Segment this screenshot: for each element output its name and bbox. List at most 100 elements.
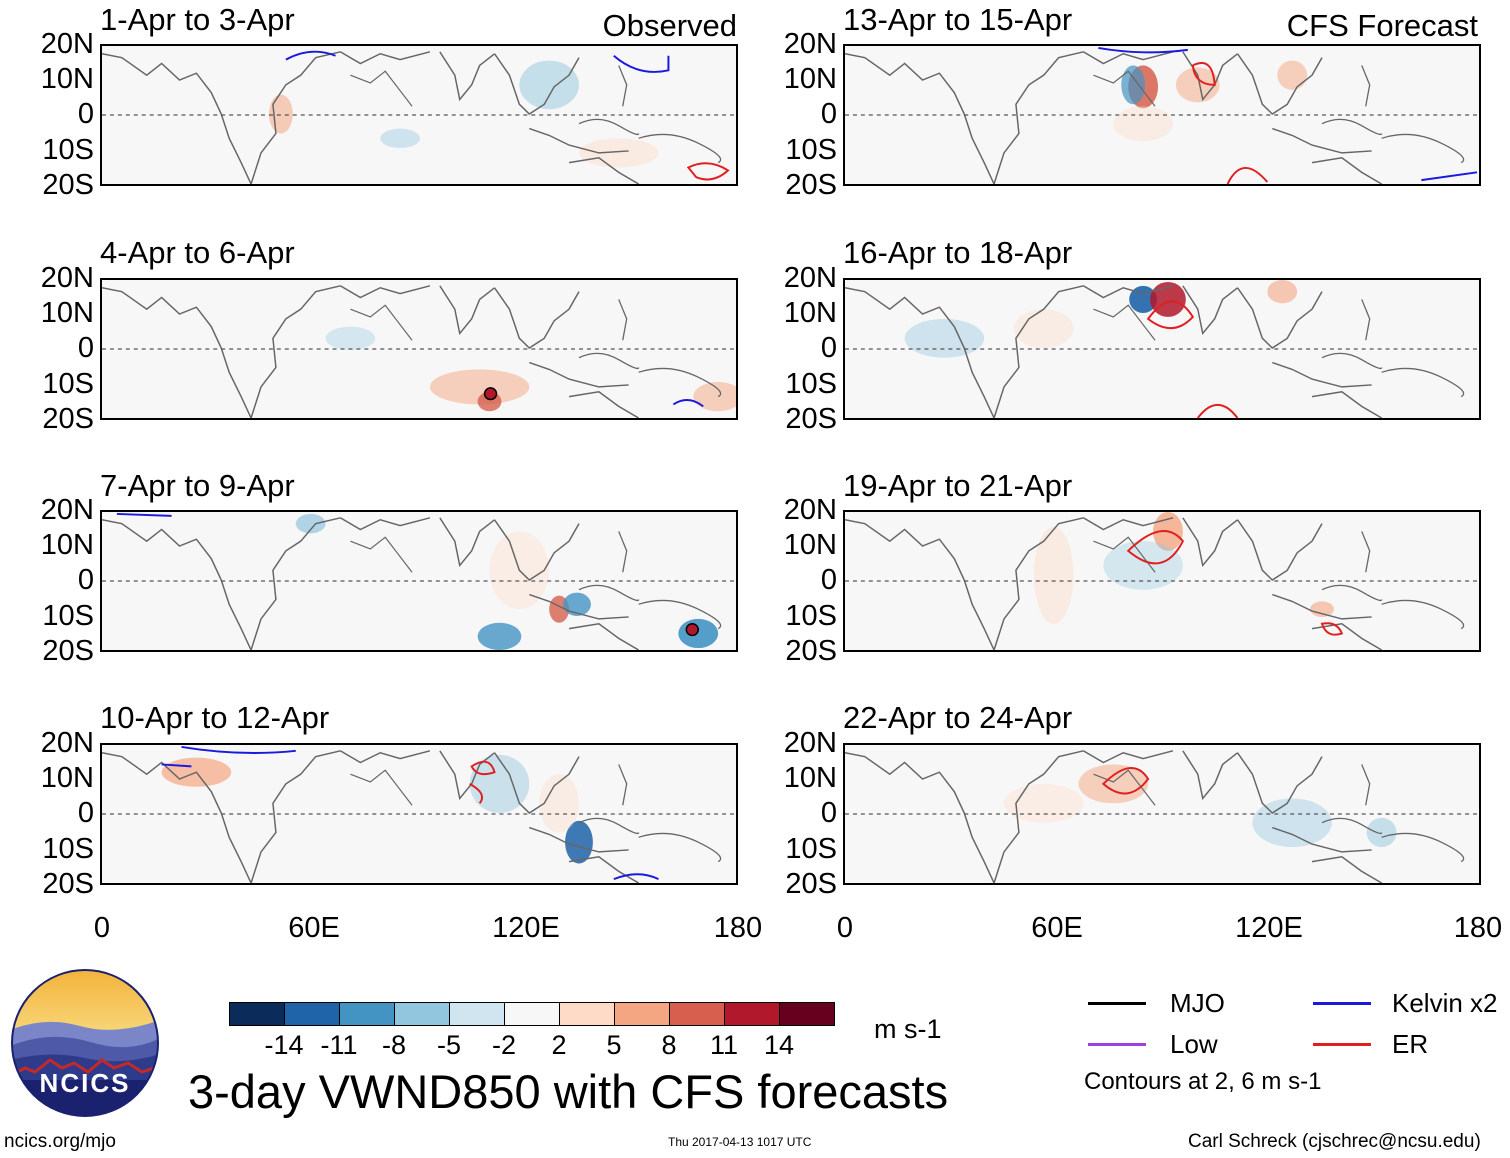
map-panel-1	[100, 44, 738, 186]
lat-label: 20N	[40, 262, 94, 294]
logo-text: NCICS	[39, 1068, 131, 1098]
panel-title-7: 19-Apr to 21-Apr	[843, 468, 1073, 503]
lat-label: 20N	[40, 494, 94, 526]
colorbar-cell	[284, 1002, 340, 1026]
legend-low-line	[1088, 1043, 1146, 1046]
lat-label: 0	[820, 797, 837, 829]
lat-label: 20S	[785, 868, 837, 900]
lat-label: 10S	[785, 134, 837, 166]
colorbar-cell	[394, 1002, 450, 1026]
lat-label: 10N	[783, 529, 837, 561]
panel-title-2: 4-Apr to 6-Apr	[100, 235, 295, 270]
footer-credit: Carl Schreck (cjschrec@ncsu.edu)	[1188, 1131, 1481, 1152]
lat-label: 0	[77, 98, 94, 130]
colorbar-cell	[449, 1002, 505, 1026]
colorbar-units: m s-1	[874, 1014, 942, 1044]
colorbar-tick-label: -2	[491, 1030, 516, 1060]
lat-label: 20S	[785, 635, 837, 667]
colorbar-cell	[559, 1002, 615, 1026]
lon-label-180-left: 180	[713, 912, 763, 944]
lat-label: 10S	[42, 368, 94, 400]
colorbar-cell	[669, 1002, 725, 1026]
lat-label: 10S	[42, 134, 94, 166]
lat-label: 20N	[783, 727, 837, 759]
lon-label-120e-right: 120E	[1235, 912, 1303, 944]
lat-label: 20N	[783, 28, 837, 60]
colorbar-cell	[229, 1002, 285, 1026]
lat-label: 0	[820, 98, 837, 130]
lat-label: 20S	[785, 403, 837, 435]
lat-label: 20N	[783, 494, 837, 526]
colorbar-cell	[504, 1002, 560, 1026]
lat-label: 10S	[785, 368, 837, 400]
lat-label: 20N	[40, 727, 94, 759]
map-panel-7	[843, 510, 1481, 652]
lon-label-120e-left: 120E	[492, 912, 560, 944]
legend-er-label: ER	[1392, 1029, 1429, 1059]
map-panel-8	[843, 743, 1481, 885]
lat-label: 20S	[42, 169, 94, 201]
panel-title-6: 16-Apr to 18-Apr	[843, 235, 1073, 270]
lat-label: 20S	[785, 169, 837, 201]
lat-label: 20S	[42, 635, 94, 667]
colorbar: -14 -11 -8 -5 -2 2 5 8 11 14	[229, 1002, 835, 1059]
lon-label-0-right: 0	[836, 912, 854, 944]
colorbar-tick-label: 2	[551, 1030, 567, 1060]
cfs-forecast-label: CFS Forecast	[1286, 8, 1478, 43]
legend-mjo-line	[1088, 1002, 1146, 1005]
lon-label-60e-right: 60E	[1031, 912, 1083, 944]
lat-label: 10S	[42, 600, 94, 632]
colorbar-tick-label: -14	[264, 1030, 304, 1060]
colorbar-tick-label: 5	[606, 1030, 622, 1060]
colorbar-cell	[779, 1002, 835, 1026]
colorbar-tick-label: 11	[709, 1030, 739, 1060]
lat-label: 10N	[40, 63, 94, 95]
panel-title-3: 7-Apr to 9-Apr	[100, 468, 295, 503]
lat-label: 10S	[785, 600, 837, 632]
legend-er-line	[1313, 1043, 1371, 1046]
map-panel-3	[100, 510, 738, 652]
colorbar-tick-label: 8	[661, 1030, 677, 1060]
panel-title-8: 22-Apr to 24-Apr	[843, 700, 1073, 735]
legend-contour-note: Contours at 2, 6 m s-1	[1084, 1068, 1322, 1095]
lat-label: 0	[820, 564, 837, 596]
lat-label: 0	[77, 332, 94, 364]
map-panel-5	[843, 44, 1481, 186]
footer-url[interactable]: ncics.org/mjo	[4, 1131, 116, 1152]
lat-label: 10S	[42, 833, 94, 865]
legend-mjo-label: MJO	[1170, 988, 1225, 1018]
legend-kelvin-label: Kelvin x2	[1392, 988, 1498, 1018]
lat-label: 0	[77, 564, 94, 596]
lat-label: 0	[77, 797, 94, 829]
lat-label: 10N	[783, 297, 837, 329]
lat-label: 20N	[40, 28, 94, 60]
lon-label-180-right: 180	[1453, 912, 1503, 944]
colorbar-tick-label: 14	[763, 1030, 795, 1060]
figure-title: 3-day VWND850 with CFS forecasts	[188, 1065, 949, 1118]
lat-label: 10N	[40, 297, 94, 329]
legend-kelvin-line	[1313, 1002, 1371, 1005]
panel-title-1: 1-Apr to 3-Apr	[100, 2, 295, 37]
lat-label: 10N	[783, 762, 837, 794]
colorbar-cell	[614, 1002, 670, 1026]
lat-label: 20S	[42, 403, 94, 435]
map-panel-4	[100, 743, 738, 885]
lat-label: 10N	[783, 63, 837, 95]
map-panel-6	[843, 278, 1481, 420]
colorbar-cell	[724, 1002, 780, 1026]
panel-title-4: 10-Apr to 12-Apr	[100, 700, 330, 735]
lat-label: 10S	[785, 833, 837, 865]
map-panel-2	[100, 278, 738, 420]
colorbar-tick-label: -11	[320, 1030, 358, 1060]
lat-label: 20S	[42, 868, 94, 900]
observed-label: Observed	[602, 8, 737, 43]
lat-label: 10N	[40, 529, 94, 561]
colorbar-tick-label: -5	[436, 1030, 461, 1060]
colorbar-tick-label: -8	[381, 1030, 406, 1060]
lat-label: 0	[820, 332, 837, 364]
lon-label-0-left: 0	[93, 912, 111, 944]
legend-low-label: Low	[1170, 1029, 1218, 1059]
ncics-logo: NCICS	[10, 968, 160, 1118]
lon-label-60e-left: 60E	[288, 912, 340, 944]
footer-timestamp: Thu 2017-04-13 1017 UTC	[668, 1135, 812, 1149]
